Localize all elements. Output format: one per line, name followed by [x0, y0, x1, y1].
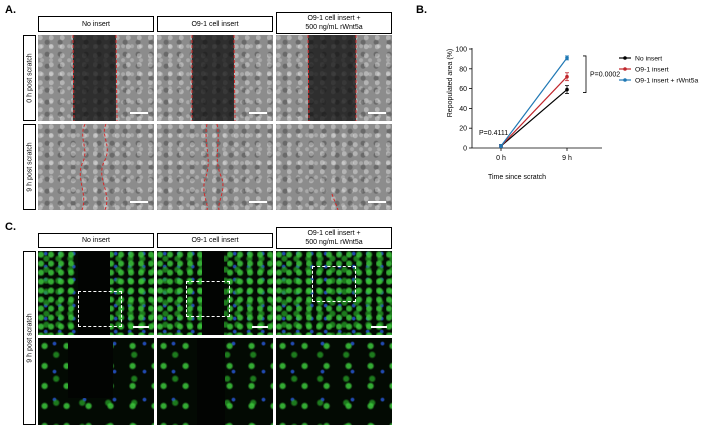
data-point	[565, 56, 569, 60]
fluorescence-no-insert	[38, 251, 154, 335]
fluorescence-zoom-no-insert	[38, 338, 154, 425]
panel-a-column-header: O9-1 cell insert + 500 ng/mL rWnt5a	[276, 12, 392, 34]
panel-a-column-header: No insert	[38, 16, 154, 32]
panel-c-column-header: O9-1 cell insert	[157, 233, 273, 248]
y-tick-label: 20	[459, 126, 467, 133]
fluorescence-zoom-o91-rwnt5a	[276, 338, 392, 425]
panel-a-row-header: 0 h post scratch	[23, 35, 36, 121]
repopulated-area-chart: Repopulated area (%) Time since scratch …	[447, 47, 698, 182]
panel-a-row-header: 9 h post scratch	[23, 124, 36, 210]
x-tick-label: 0 h	[496, 155, 506, 162]
y-tick-label: 60	[459, 86, 467, 93]
series-line	[500, 57, 568, 147]
series-line	[500, 76, 568, 147]
legend-marker	[623, 67, 627, 71]
y-tick-label: 40	[459, 106, 467, 113]
panel-c-column-header: No insert	[38, 233, 154, 248]
panel-c-row-header: 9 h post scratch	[23, 251, 36, 425]
panel-a-column-header: O9-1 cell insert	[157, 16, 273, 32]
fluorescence-o91-insert	[157, 251, 273, 335]
series-line	[500, 89, 568, 147]
chart-plot-area: 0 20 40 60 80 100 0 h 9 h P=0.4111 P=0.0002 No ins…	[455, 47, 698, 163]
annotation-p-value: P=0.4111	[479, 130, 508, 137]
micrograph-9h-o91-insert	[157, 124, 273, 210]
panel-b-label: B.	[416, 4, 427, 16]
micrograph-0h-no-insert	[38, 35, 154, 121]
micrograph-9h-no-insert	[38, 124, 154, 210]
micrograph-9h-o91-rwnt5a	[276, 124, 392, 210]
legend-label: O9-1 insert + rWnt5a	[635, 78, 698, 85]
micrograph-0h-o91-insert	[157, 35, 273, 121]
panel-a-label: A.	[5, 4, 16, 16]
y-tick-label: 0	[463, 146, 467, 153]
x-tick-label: 9 h	[562, 155, 572, 162]
y-axis-label: Repopulated area (%)	[447, 49, 454, 118]
y-tick-label: 100	[455, 47, 467, 54]
legend-marker	[623, 78, 627, 82]
panel-c-column-header: O9-1 cell insert + 500 ng/mL rWnt5a	[276, 227, 392, 249]
legend-label: No insert	[635, 56, 662, 63]
data-point	[499, 144, 503, 148]
fluorescence-o91-rwnt5a	[276, 251, 392, 335]
x-axis-label: Time since scratch	[488, 174, 546, 181]
annotation-p-value: P=0.0002	[590, 72, 620, 79]
micrograph-0h-o91-rwnt5a	[276, 35, 392, 121]
legend-marker	[623, 56, 627, 60]
panel-c-label: C.	[5, 221, 16, 233]
significance-bracket	[583, 55, 587, 93]
y-tick-label: 80	[459, 66, 467, 73]
data-point	[565, 74, 569, 79]
legend-label: O9-1 insert	[635, 67, 669, 74]
fluorescence-zoom-o91-insert	[157, 338, 273, 425]
data-point	[565, 87, 569, 92]
